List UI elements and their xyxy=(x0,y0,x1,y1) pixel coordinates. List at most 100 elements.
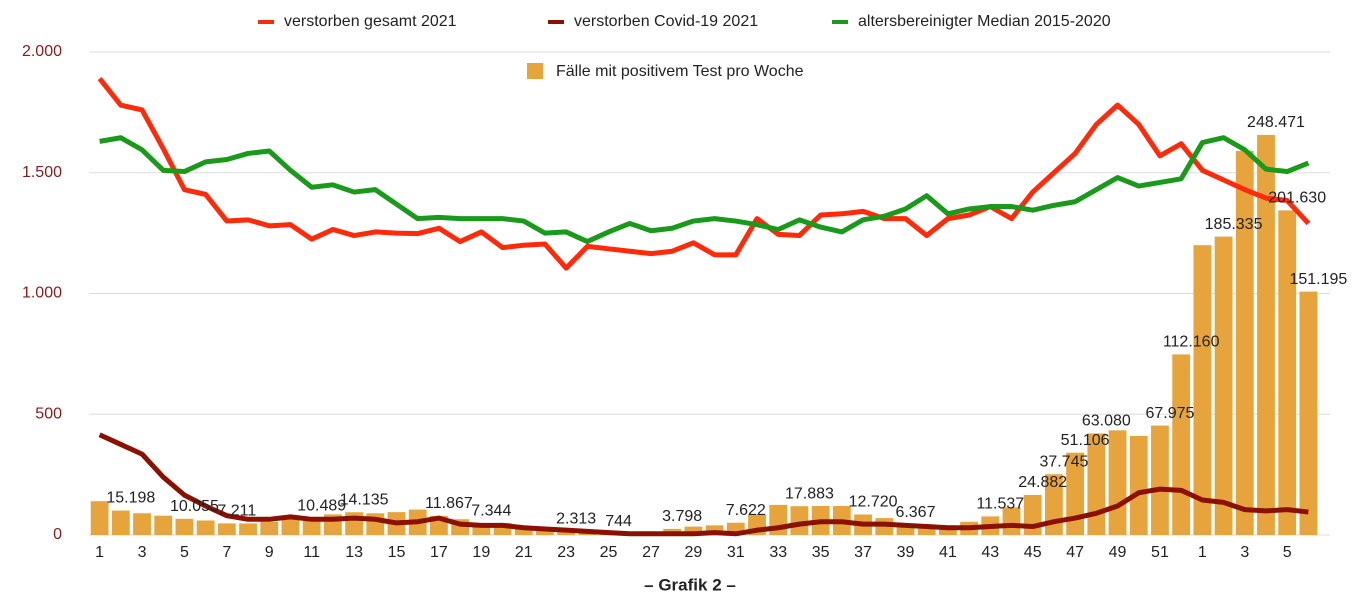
data-label: 2.313 xyxy=(556,510,596,527)
data-label: 3.798 xyxy=(662,508,702,525)
x-tick-label: 11 xyxy=(303,544,320,561)
x-tick-label: 31 xyxy=(727,544,745,561)
bar xyxy=(578,533,597,535)
data-label: 248.471 xyxy=(1247,114,1305,131)
data-label: 151.195 xyxy=(1289,271,1347,288)
legend-label: altersbereinigter Median 2015-2020 xyxy=(858,13,1111,30)
x-tick-label: 35 xyxy=(812,544,830,561)
data-label: 11.867 xyxy=(425,495,473,512)
x-tick-label: 3 xyxy=(138,544,147,561)
x-tick-label: 7 xyxy=(222,544,231,561)
bar xyxy=(1151,425,1169,535)
data-label: 201.630 xyxy=(1268,190,1326,207)
bar xyxy=(217,523,236,535)
x-tick-label: 29 xyxy=(684,544,702,561)
x-tick-label: 21 xyxy=(515,544,533,561)
x-tick-label: 19 xyxy=(472,544,490,561)
bar xyxy=(154,515,173,535)
x-tick-label: 43 xyxy=(981,544,999,561)
x-tick-label: 25 xyxy=(600,544,618,561)
data-label: 14.135 xyxy=(340,491,389,508)
y-tick-label: 500 xyxy=(35,405,62,422)
data-label: 12.720 xyxy=(849,494,898,511)
data-label: 10.055 xyxy=(170,498,219,515)
bar xyxy=(1193,245,1212,535)
legend-swatch xyxy=(527,63,543,79)
x-tick-label: 9 xyxy=(265,544,274,561)
bar xyxy=(1235,151,1254,535)
bar xyxy=(302,518,321,535)
x-tick-label: 13 xyxy=(345,544,363,561)
data-label: 10.489 xyxy=(297,497,346,514)
x-tick-label: 33 xyxy=(769,544,787,561)
bar xyxy=(917,526,936,535)
data-label: 7.344 xyxy=(471,502,511,519)
data-label: 112.160 xyxy=(1163,334,1220,351)
legend-label: verstorben gesamt 2021 xyxy=(284,13,457,30)
bar xyxy=(790,506,809,535)
bar xyxy=(1257,134,1275,536)
bar xyxy=(536,528,554,535)
data-label: 17.883 xyxy=(785,485,834,502)
data-label: 51.106 xyxy=(1061,432,1110,449)
bar xyxy=(239,523,257,535)
data-label: 11.537 xyxy=(976,496,1024,513)
x-tick-label: 5 xyxy=(1283,544,1292,561)
bar xyxy=(1108,430,1127,535)
bar xyxy=(1299,291,1318,535)
x-tick-label: 27 xyxy=(642,544,660,561)
x-tick-label: 3 xyxy=(1240,544,1249,561)
x-tick-label: 15 xyxy=(388,544,406,561)
x-tick-label: 41 xyxy=(939,544,957,561)
bar xyxy=(281,519,300,535)
data-label: 7.211 xyxy=(217,503,256,520)
legend-label: verstorben Covid-19 2021 xyxy=(574,13,758,30)
bar xyxy=(684,526,703,535)
bar xyxy=(514,526,533,535)
x-tick-label: 49 xyxy=(1109,544,1127,561)
y-tick-label: 2.000 xyxy=(22,43,62,60)
x-tick-label: 45 xyxy=(1024,544,1042,561)
chart-title: – Grafik 2 – xyxy=(644,575,736,594)
data-label: 15.198 xyxy=(106,490,155,507)
x-tick-label: 5 xyxy=(180,544,189,561)
bar xyxy=(472,523,491,535)
bar xyxy=(196,520,215,535)
x-tick-label: 17 xyxy=(430,544,448,561)
x-tick-label: 1 xyxy=(1198,544,1207,561)
bar xyxy=(90,501,109,535)
bar xyxy=(1172,354,1191,535)
bar xyxy=(1066,452,1085,535)
y-tick-label: 1.500 xyxy=(22,164,62,181)
line xyxy=(99,135,1310,245)
x-tick-label: 37 xyxy=(854,544,872,561)
data-label: 6.367 xyxy=(895,504,935,521)
y-tick-label: 1.000 xyxy=(22,285,62,302)
line xyxy=(98,432,1309,537)
x-tick-label: 39 xyxy=(897,544,915,561)
x-tick-label: 23 xyxy=(557,544,575,561)
x-tick-label: 51 xyxy=(1151,544,1169,561)
bar xyxy=(1129,435,1148,535)
x-tick-label: 47 xyxy=(1066,544,1084,561)
x-tick-label: 1 xyxy=(95,544,104,561)
data-label: 744 xyxy=(605,513,632,530)
data-label: 7.622 xyxy=(726,502,766,519)
bar xyxy=(133,513,151,535)
data-label: 63.080 xyxy=(1082,413,1131,430)
data-label: 37.745 xyxy=(1039,453,1088,470)
bar xyxy=(1278,210,1297,535)
y-tick-label: 0 xyxy=(53,526,62,543)
bar xyxy=(175,518,194,535)
bar xyxy=(111,510,130,535)
bar xyxy=(260,521,279,535)
data-label: 67.975 xyxy=(1145,405,1194,422)
bar xyxy=(1214,236,1233,535)
data-label: 185.335 xyxy=(1205,216,1263,233)
legend-label: Fälle mit positivem Test pro Woche xyxy=(556,63,804,80)
bar xyxy=(557,531,576,535)
bar xyxy=(896,524,915,535)
data-label: 24.882 xyxy=(1018,474,1067,491)
line xyxy=(97,77,1311,271)
